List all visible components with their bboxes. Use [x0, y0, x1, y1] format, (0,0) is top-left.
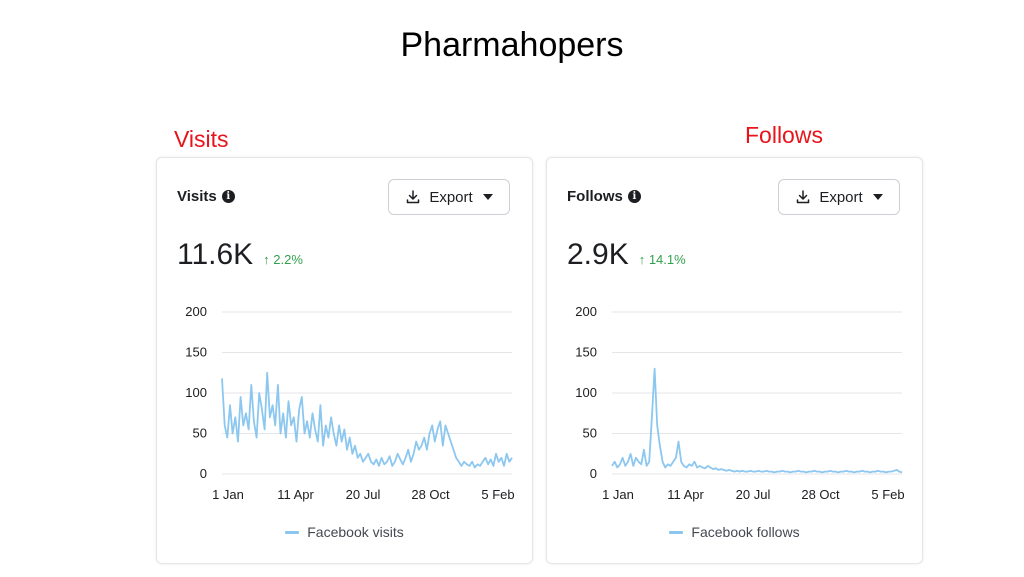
visits-title-text: Visits — [177, 188, 217, 205]
visits-metric: 11.6K ↑ 2.2% — [177, 238, 303, 272]
x-tick-label: 11 Apr — [277, 487, 314, 502]
follows-line-chart: 0 50 100 150 200 1 Jan 11 Apr 20 Jul 28 Oct 5 Feb — [575, 304, 904, 502]
x-tick-label: 1 Jan — [212, 487, 244, 502]
x-tick-label: 11 Apr — [667, 487, 704, 502]
caret-down-icon — [872, 193, 883, 200]
x-tick-label: 5 Feb — [871, 487, 904, 502]
follows-legend: Facebook follows — [547, 524, 922, 540]
follows-metric: 2.9K ↑ 14.1% — [567, 238, 686, 272]
y-tick-label: 100 — [185, 385, 207, 400]
follows-card-title: Follows i — [567, 188, 641, 205]
follows-legend-label: Facebook follows — [691, 524, 800, 540]
follows-card: Follows i Export 2.9K ↑ 14.1% 0 50 100 150 2… — [546, 157, 923, 564]
follows-export-label: Export — [819, 188, 863, 206]
visits-export-label: Export — [429, 188, 473, 206]
x-tick-label: 1 Jan — [602, 487, 634, 502]
y-tick-label: 200 — [575, 304, 597, 319]
visits-legend-label: Facebook visits — [307, 524, 404, 540]
y-tick-label: 50 — [583, 426, 597, 441]
page-title: Pharmahopers — [400, 26, 624, 64]
info-circle-icon[interactable]: i — [627, 190, 641, 203]
visits-total-value: 11.6K — [177, 238, 254, 271]
visits-export-button[interactable]: Export — [388, 179, 510, 215]
follows-total-value: 2.9K — [567, 238, 629, 271]
series-line — [611, 367, 903, 474]
x-tick-label: 28 Oct — [411, 487, 450, 502]
legend-swatch — [669, 530, 684, 534]
y-tick-label: 50 — [193, 426, 207, 441]
follows-section-label: Follows — [745, 122, 823, 148]
legend-swatch — [285, 530, 300, 534]
y-tick-label: 200 — [185, 304, 207, 319]
caret-down-icon — [482, 193, 493, 200]
download-icon — [797, 190, 810, 204]
info-circle-icon[interactable]: i — [221, 190, 235, 203]
y-tick-label: 0 — [590, 466, 597, 481]
y-tick-label: 100 — [575, 385, 597, 400]
x-tick-label: 5 Feb — [481, 487, 514, 502]
visits-card: Visits i Export 11.6K ↑ 2.2% 0 50 100 150 20… — [156, 157, 533, 564]
follows-title-text: Follows — [567, 188, 623, 205]
y-tick-label: 150 — [575, 345, 597, 360]
x-tick-label: 20 Jul — [346, 487, 381, 502]
x-tick-label: 28 Oct — [801, 487, 840, 502]
y-tick-label: 150 — [185, 345, 207, 360]
visits-line-chart: 0 50 100 150 200 1 Jan 11 Apr 20 Jul 28 Oct 5 Feb — [185, 304, 514, 502]
visits-section-label: Visits — [174, 126, 229, 152]
series-line — [221, 371, 513, 469]
x-tick-label: 20 Jul — [736, 487, 771, 502]
visits-legend: Facebook visits — [157, 524, 532, 540]
y-tick-label: 0 — [200, 466, 207, 481]
visits-card-title: Visits i — [177, 188, 235, 205]
visits-delta: ↑ 2.2% — [263, 252, 303, 267]
download-icon — [407, 190, 420, 204]
follows-export-button[interactable]: Export — [778, 179, 900, 215]
follows-delta: ↑ 14.1% — [638, 252, 686, 267]
